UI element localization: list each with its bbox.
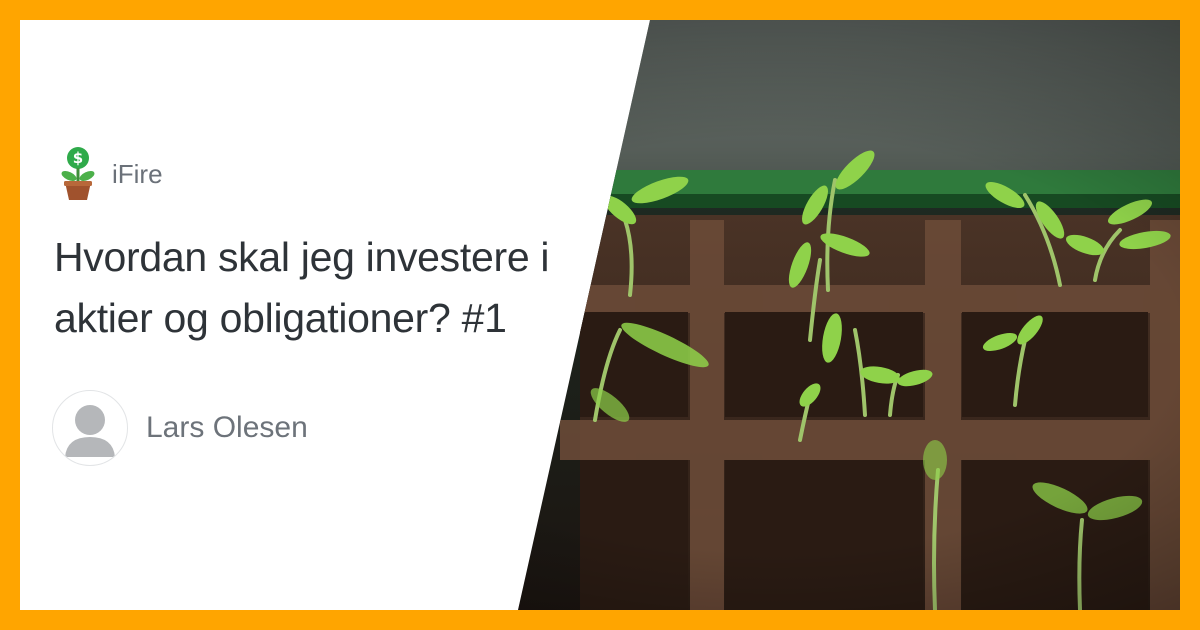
brand[interactable]: $ iFire xyxy=(56,146,163,202)
author[interactable]: Lars Olesen xyxy=(52,390,308,466)
hero-image-seedlings xyxy=(518,20,1180,610)
brand-name: iFire xyxy=(112,158,163,189)
author-name: Lars Olesen xyxy=(146,411,308,444)
money-plant-icon: $ xyxy=(56,146,100,202)
default-avatar-icon xyxy=(52,390,128,466)
svg-text:$: $ xyxy=(73,149,83,167)
article-title: Hvordan skal jeg investere i aktier og o… xyxy=(54,234,550,341)
share-card: $ iFire Hvordan skal jeg investere i akt… xyxy=(20,20,1180,610)
